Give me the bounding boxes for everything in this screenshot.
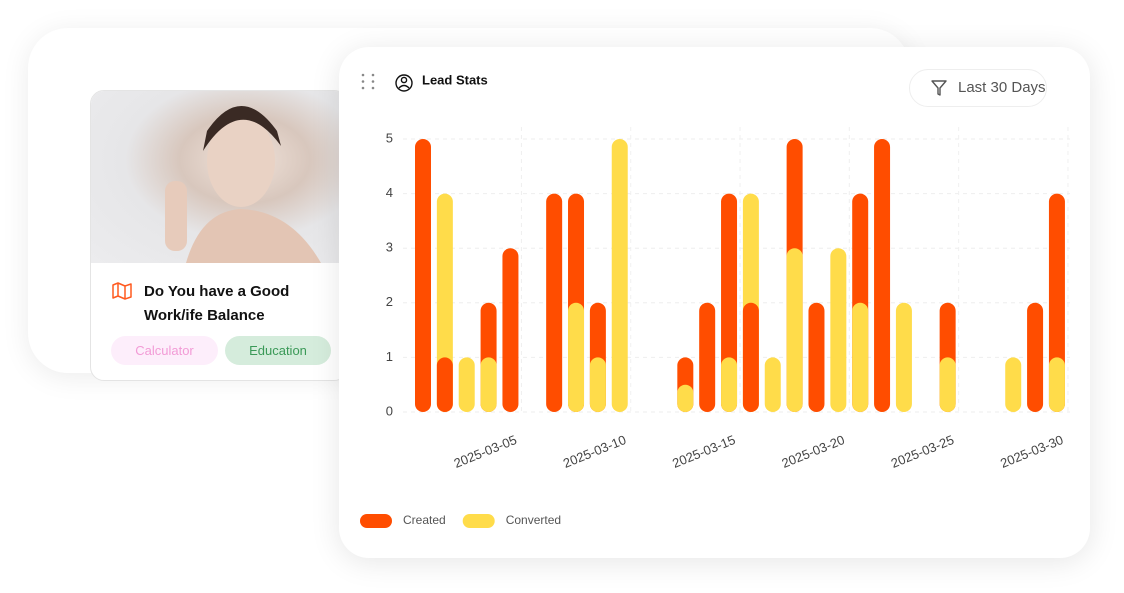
bar [1005, 357, 1022, 412]
bar [677, 384, 694, 412]
x-tick-label: 2025-03-15 [670, 432, 737, 471]
y-tick-label: 4 [386, 185, 393, 200]
card-image [91, 91, 347, 263]
filter-label: Last 30 Days [958, 79, 1046, 96]
bar [852, 302, 869, 412]
date-filter[interactable]: Last 30 Days [909, 69, 1047, 107]
bar [699, 302, 716, 412]
y-tick-label: 2 [386, 294, 393, 309]
y-tick-label: 3 [386, 240, 393, 255]
bar [458, 357, 475, 412]
card-title: Do You have a Good Work/ife Balance [144, 283, 290, 324]
chart-title: Lead Stats [422, 72, 488, 87]
x-tick-label: 2025-03-10 [561, 432, 628, 471]
filter-icon [931, 80, 947, 96]
tag[interactable]: Education [225, 336, 331, 365]
hair [203, 106, 281, 151]
bar [480, 357, 497, 412]
bar [721, 193, 738, 412]
bar [502, 248, 519, 412]
chart: Lead Stats 0 1 2 3 4 5 2025-03-05 2025-03-10 202… [360, 72, 1070, 528]
legend-swatch [360, 514, 392, 528]
bar [1048, 193, 1065, 412]
bar [721, 357, 738, 412]
bar [568, 302, 585, 412]
x-tick-label: 2025-03-05 [452, 432, 519, 471]
bar [611, 139, 628, 412]
tag[interactable]: Calculator [111, 336, 218, 365]
bar [808, 302, 825, 412]
bar [742, 302, 759, 412]
y-tick-label: 1 [386, 349, 393, 364]
legend-label: Created [403, 513, 446, 527]
bar [436, 193, 453, 412]
bar [589, 357, 606, 412]
x-tick-label: 2025-03-30 [998, 432, 1065, 471]
stats-icon [395, 74, 413, 92]
chart-card: Lead Stats 0 1 2 3 4 5 2025-03-05 2025-03-10 202… [339, 47, 1090, 558]
x-tick-label: 2025-03-25 [889, 432, 956, 471]
bar [786, 248, 803, 412]
bar [436, 357, 453, 412]
map-icon [112, 282, 132, 300]
bar [939, 357, 956, 412]
bar [874, 139, 891, 412]
image-illustration [165, 106, 321, 263]
x-tick-label: 2025-03-20 [779, 432, 846, 471]
face [207, 115, 275, 207]
y-tick-label: 5 [386, 130, 393, 145]
drag-handle[interactable] [361, 73, 375, 90]
bar [764, 357, 781, 412]
bar [546, 193, 563, 412]
bar [415, 139, 431, 412]
shoulders [186, 209, 321, 263]
bar [830, 248, 847, 412]
legend-swatch [462, 514, 495, 528]
legend-label: Converted [506, 513, 561, 527]
y-tick-label: 0 [386, 403, 393, 418]
bar [1027, 302, 1044, 412]
hand [165, 181, 187, 251]
bar [895, 302, 912, 412]
bar [1048, 357, 1065, 412]
content-card[interactable]: Do You have a Good Work/ife Balance Calc… [90, 90, 348, 381]
